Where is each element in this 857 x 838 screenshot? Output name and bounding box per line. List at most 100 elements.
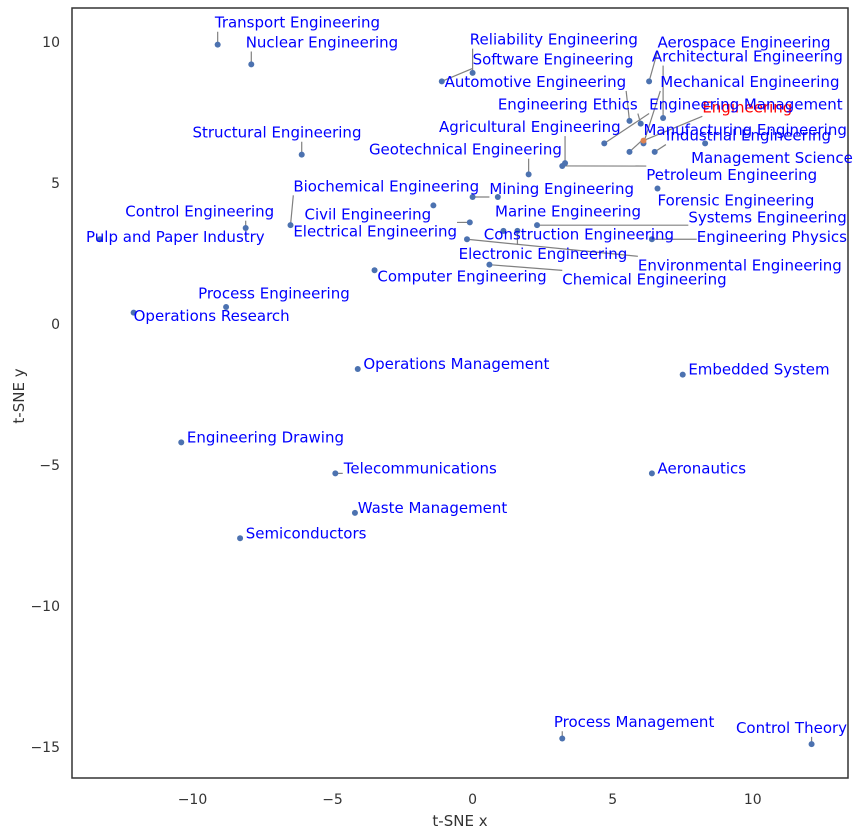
point-label: Nuclear Engineering bbox=[246, 33, 398, 51]
scatter-point bbox=[534, 222, 541, 229]
y-tick-label: 10 bbox=[42, 35, 60, 51]
scatter-point bbox=[223, 303, 230, 310]
scatter-point bbox=[525, 171, 532, 178]
scatter-point bbox=[248, 61, 255, 68]
point-label: Engineering Management bbox=[649, 96, 843, 114]
scatter-point bbox=[651, 148, 658, 155]
scatter-point bbox=[637, 120, 644, 127]
scatter-point bbox=[354, 366, 361, 373]
x-tick-labels: −10 −5 0 5 10 bbox=[178, 792, 762, 808]
scatter-point bbox=[332, 470, 339, 477]
scatter-point bbox=[646, 78, 653, 85]
scatter-point bbox=[808, 741, 815, 748]
x-axis-title: t-SNE x bbox=[432, 812, 487, 830]
point-label: Engineering Physics bbox=[697, 228, 847, 246]
point-label: Architectural Engineering bbox=[652, 48, 843, 66]
scatter-point bbox=[469, 193, 476, 200]
point-label: Electrical Engineering bbox=[293, 222, 457, 240]
point-label: Environmental Engineering bbox=[638, 256, 842, 274]
scatter-point bbox=[559, 162, 566, 169]
scatter-point bbox=[242, 225, 249, 231]
y-axis-title: t-SNE y bbox=[10, 368, 28, 423]
leader-line bbox=[643, 115, 703, 142]
point-label: Industrial Engineering bbox=[666, 127, 831, 145]
point-label: Agricultural Engineering bbox=[439, 118, 621, 136]
point-label: Reliability Engineering bbox=[470, 31, 638, 49]
point-label: Manufacturing Engineering bbox=[643, 121, 846, 139]
scatter-point bbox=[601, 140, 608, 147]
data-points bbox=[97, 41, 815, 748]
point-label: Automotive Engineering bbox=[445, 73, 627, 91]
point-label: Pulp and Paper Industry bbox=[86, 228, 265, 246]
scatter-point bbox=[660, 115, 667, 121]
scatter-point bbox=[237, 535, 244, 542]
y-tick-label: 5 bbox=[51, 176, 60, 192]
point-label: Embedded System bbox=[688, 361, 829, 379]
point-label: Mechanical Engineering bbox=[660, 73, 839, 91]
point-label: Structural Engineering bbox=[192, 124, 361, 142]
scatter-point bbox=[469, 69, 476, 76]
scatter-point bbox=[500, 227, 507, 234]
y-tick-label: −15 bbox=[30, 740, 60, 756]
point-label: Mining Engineering bbox=[489, 180, 634, 198]
point-label: Engineering Drawing bbox=[187, 428, 344, 446]
point-label: Civil Engineering bbox=[305, 206, 432, 224]
point-label: Semiconductors bbox=[246, 524, 367, 542]
scatter-point bbox=[679, 371, 686, 378]
scatter-point bbox=[514, 227, 521, 234]
leader-line bbox=[441, 67, 473, 82]
scatter-point bbox=[559, 735, 566, 742]
scatter-point bbox=[351, 509, 358, 516]
point-label: Chemical Engineering bbox=[562, 270, 726, 288]
point-label: Engineering Ethics bbox=[498, 96, 638, 114]
point-label: Geotechnical Engineering bbox=[369, 141, 562, 159]
scatter-point bbox=[654, 185, 661, 192]
point-label: Operations Management bbox=[363, 355, 549, 373]
x-tick-label: 0 bbox=[468, 792, 477, 808]
point-label: Marine Engineering bbox=[495, 203, 641, 221]
scatter-point bbox=[494, 193, 501, 200]
point-label: Management Science bbox=[691, 149, 853, 167]
leader-line bbox=[603, 113, 650, 144]
scatter-point bbox=[648, 470, 655, 477]
scatter-point bbox=[438, 78, 445, 85]
point-label: Electronic Engineering bbox=[459, 245, 628, 263]
point-label: Aerospace Engineering bbox=[658, 33, 831, 51]
point-label: Engineering bbox=[702, 98, 792, 116]
scatter-point bbox=[486, 261, 493, 268]
scatter-point bbox=[97, 236, 104, 243]
point-label: Systems Engineering bbox=[688, 208, 847, 226]
point-label: Operations Research bbox=[134, 307, 290, 325]
point-label: Control Theory bbox=[736, 719, 847, 737]
point-label: Software Engineering bbox=[473, 50, 634, 68]
scatter-point bbox=[626, 117, 633, 124]
leader-line bbox=[625, 90, 631, 121]
plot-frame bbox=[71, 7, 849, 779]
scatter-point bbox=[464, 236, 471, 243]
scatter-point bbox=[298, 151, 305, 158]
point-label: Waste Management bbox=[358, 499, 508, 517]
point-label: Telecommunications bbox=[343, 459, 497, 477]
point-label: Process Management bbox=[554, 713, 715, 731]
scatter-point bbox=[640, 137, 647, 144]
y-tick-label: 0 bbox=[51, 317, 60, 333]
point-label: Construction Engineering bbox=[484, 225, 674, 243]
point-label: Control Engineering bbox=[125, 203, 274, 221]
leader-line bbox=[489, 264, 563, 272]
point-label: Computer Engineering bbox=[377, 268, 546, 286]
leader-line bbox=[648, 51, 659, 82]
scatter-point bbox=[648, 236, 655, 243]
leader-line bbox=[642, 90, 661, 144]
point-label: Petroleum Engineering bbox=[646, 166, 817, 184]
scatter-point bbox=[178, 439, 185, 446]
point-label: Biochemical Engineering bbox=[293, 177, 479, 195]
y-tick-labels: −15 −10 −5 0 5 10 bbox=[30, 35, 60, 756]
x-tick-label: 5 bbox=[608, 792, 617, 808]
point-label: Process Engineering bbox=[198, 285, 350, 303]
point-label: Aeronautics bbox=[658, 459, 747, 477]
scatter-point bbox=[130, 309, 137, 316]
leader-line bbox=[289, 195, 294, 226]
x-tick-label: −10 bbox=[178, 792, 208, 808]
